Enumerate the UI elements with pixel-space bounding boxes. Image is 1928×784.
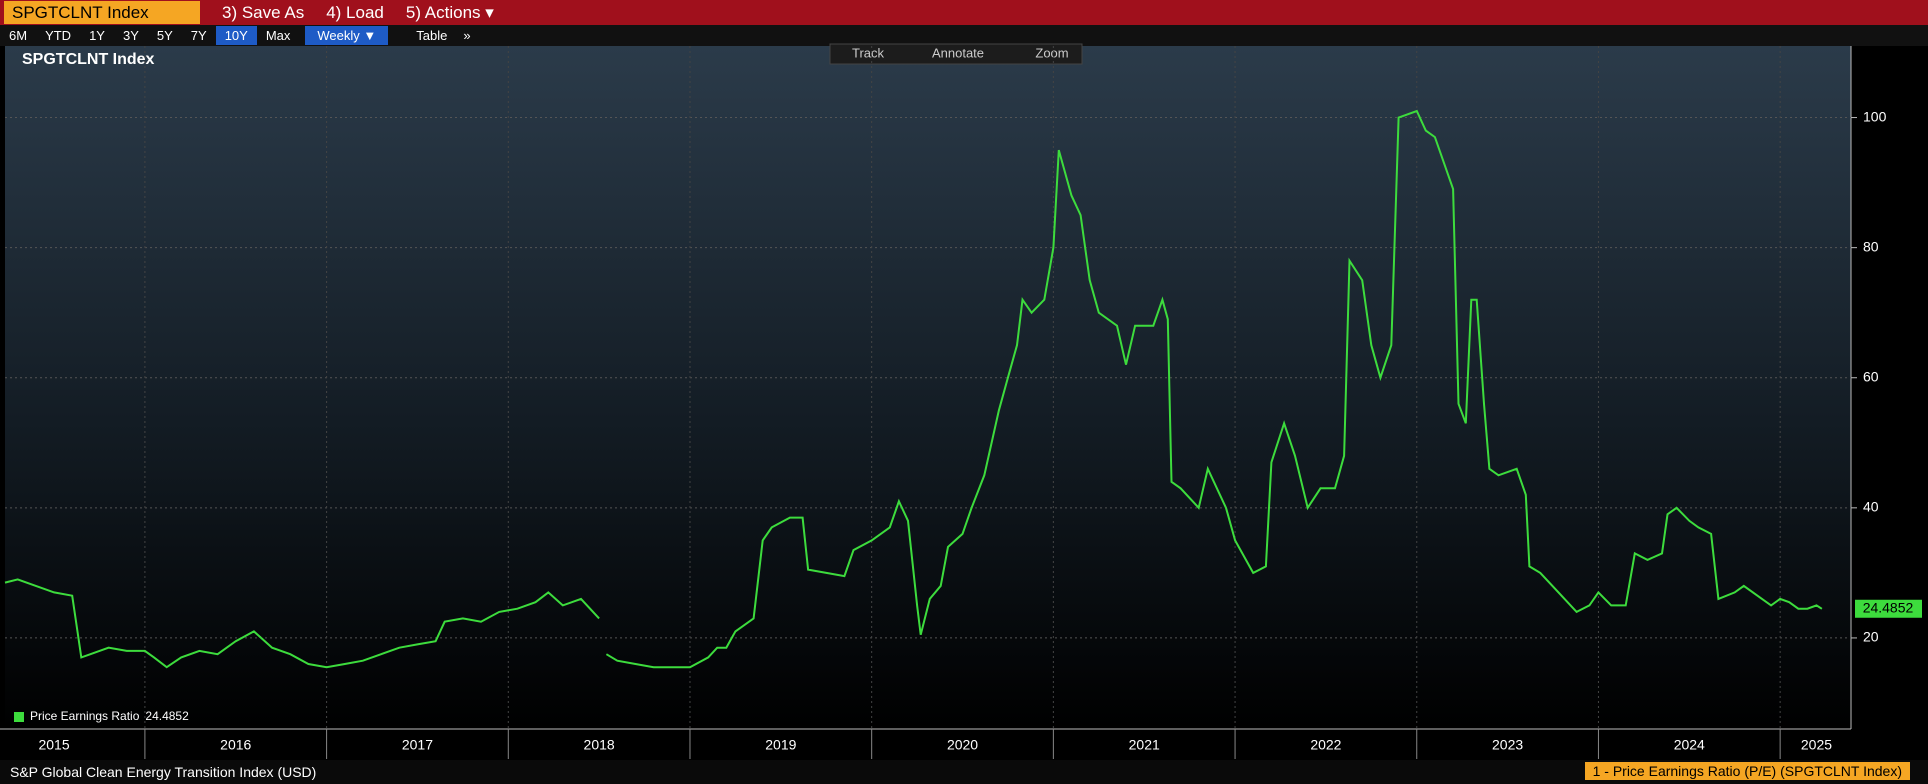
range-button[interactable]: 5Y xyxy=(156,28,173,43)
x-tick-label: 2022 xyxy=(1310,737,1341,753)
range-button[interactable]: Max xyxy=(265,28,291,43)
range-button[interactable]: 6M xyxy=(9,28,28,43)
x-tick-label: 2018 xyxy=(584,737,615,753)
y-tick-label: 20 xyxy=(1863,629,1879,645)
y-tick-label: 40 xyxy=(1863,499,1879,515)
range-bar: 6M YTD 1Y 3Y 5Y 7Y 10Y Max Weekly ▼ Table » xyxy=(0,25,1928,46)
y-tick-label: 60 xyxy=(1863,368,1879,384)
y-tick-label: 80 xyxy=(1863,238,1879,254)
x-tick-label: 2016 xyxy=(220,737,251,753)
x-tick-label: 2019 xyxy=(765,737,796,753)
last-value-tag xyxy=(1855,599,1922,618)
y-tick-label: 100 xyxy=(1863,108,1887,124)
footer-right: 1 - Price Earnings Ratio (P/E) (SPGTCLNT… xyxy=(1584,762,1910,780)
series-line xyxy=(4,109,1823,669)
x-tick-label: 2021 xyxy=(1129,737,1160,753)
toolbar-bg xyxy=(829,43,1083,65)
x-tick-label: 2024 xyxy=(1674,737,1705,753)
last-value-label: 24.4852 xyxy=(1863,599,1914,615)
range-button[interactable]: 7Y xyxy=(190,28,207,43)
x-tick-label: 2023 xyxy=(1492,737,1523,753)
menu-item[interactable]: 3) Save As xyxy=(222,2,305,22)
x-tick-label: 2015 xyxy=(38,737,69,753)
range-button[interactable]: 3Y xyxy=(122,28,139,43)
range-button[interactable]: 1Y xyxy=(89,28,105,43)
tool[interactable]: Annotate xyxy=(932,45,984,60)
table-button[interactable]: Table xyxy=(416,28,448,43)
ticker[interactable]: SPGTCLNT Index xyxy=(4,1,200,24)
top-bar: SPGTCLNT Index 3) Save As 4) Load 5) Act… xyxy=(0,0,1928,25)
plot-area xyxy=(5,46,1851,729)
legend-name: Price Earnings Ratio xyxy=(30,709,140,723)
more-button[interactable]: » xyxy=(463,28,471,43)
x-tick-label: 2020 xyxy=(947,737,978,753)
menu-item[interactable]: 5) Actions ▾ xyxy=(405,2,494,22)
footer-left: S&P Global Clean Energy Transition Index… xyxy=(10,764,317,780)
toolbar: Track Annotate Zoom xyxy=(829,43,1083,65)
tool[interactable]: Zoom xyxy=(1035,45,1068,60)
menu-item[interactable]: 4) Load xyxy=(326,2,384,22)
chart-title: SPGTCLNT Index xyxy=(22,51,155,68)
legend-label: Price Earnings Ratio 24.4852 xyxy=(30,709,189,723)
range-button[interactable]: 10Y xyxy=(215,26,257,45)
legend-swatch xyxy=(14,712,24,722)
tool[interactable]: Track xyxy=(852,45,885,60)
footer: S&P Global Clean Energy Transition Index… xyxy=(0,760,1928,784)
legend-value: 24.4852 xyxy=(145,709,189,723)
range-button[interactable]: YTD xyxy=(45,28,72,43)
x-tick-label: 2017 xyxy=(402,737,433,753)
chart: SPGTCLNT Index Track Annotate Zoom 20 40 6… xyxy=(0,43,1922,759)
frequency[interactable]: Weekly ▼ xyxy=(305,26,389,45)
x-tick-label: 2025 xyxy=(1801,737,1832,753)
